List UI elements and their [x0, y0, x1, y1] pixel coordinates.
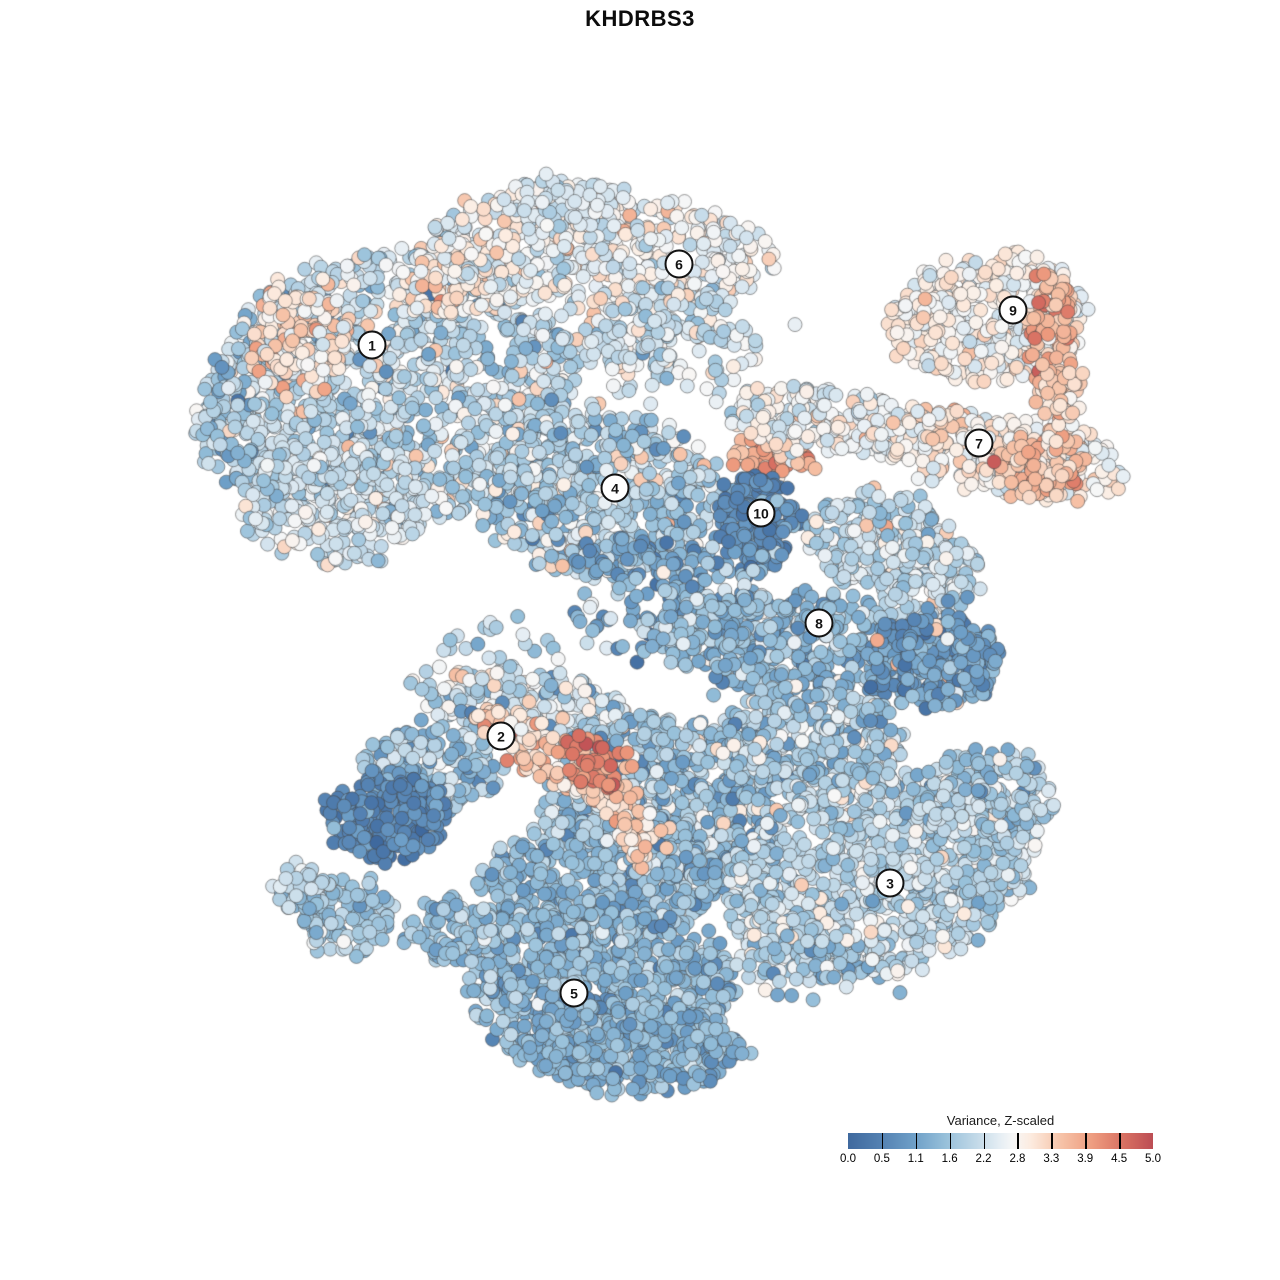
- cluster-label-1: 1: [357, 330, 387, 360]
- colorbar-tick-label: 2.2: [975, 1153, 992, 1165]
- colorbar-tick: [1017, 1133, 1019, 1149]
- colorbar-tick: [881, 1133, 884, 1149]
- colorbar-tick-label: 5.0: [1145, 1153, 1161, 1165]
- colorbar-tick-label: 3.9: [1077, 1153, 1094, 1165]
- colorbar-legend: Variance, Z-scaled 0.0 0.5 1.1 1.6 2.2 2.8 3.3…: [840, 1113, 1161, 1168]
- cluster-label-7: 7: [964, 428, 994, 458]
- colorbar-tick-label: 0.0: [840, 1153, 856, 1165]
- colorbar-tick-labels: 0.0 0.5 1.1 1.6 2.2 2.8 3.3 3.9 4.5 5.0: [840, 1153, 1161, 1168]
- colorbar-tick-label: 1.6: [941, 1153, 958, 1165]
- colorbar-tick-label: 0.5: [873, 1153, 890, 1165]
- colorbar-title: Variance, Z-scaled: [946, 1113, 1055, 1128]
- cluster-label-3: 3: [875, 868, 905, 898]
- colorbar-tick: [983, 1133, 985, 1149]
- cluster-label-4: 4: [600, 473, 630, 503]
- colorbar-tick-label: 3.3: [1043, 1153, 1060, 1165]
- cluster-label-10: 10: [746, 498, 776, 528]
- colorbar-tick-label: 2.8: [1009, 1153, 1026, 1165]
- cluster-label-5: 5: [559, 978, 589, 1008]
- colorbar-tick: [949, 1133, 952, 1149]
- colorbar-tick: [1085, 1133, 1087, 1149]
- colorbar-tick: [915, 1133, 918, 1149]
- cluster-label-8: 8: [804, 608, 834, 638]
- colorbar-gradient: [848, 1133, 1153, 1149]
- colorbar-tick-label: 1.1: [907, 1153, 924, 1165]
- colorbar-tick: [1119, 1133, 1121, 1149]
- colorbar-tick: [1051, 1133, 1053, 1149]
- colorbar-tick-label: 4.5: [1111, 1153, 1128, 1165]
- cluster-label-9: 9: [998, 295, 1028, 325]
- cluster-label-6: 6: [664, 249, 694, 279]
- cluster-label-2: 2: [486, 721, 516, 751]
